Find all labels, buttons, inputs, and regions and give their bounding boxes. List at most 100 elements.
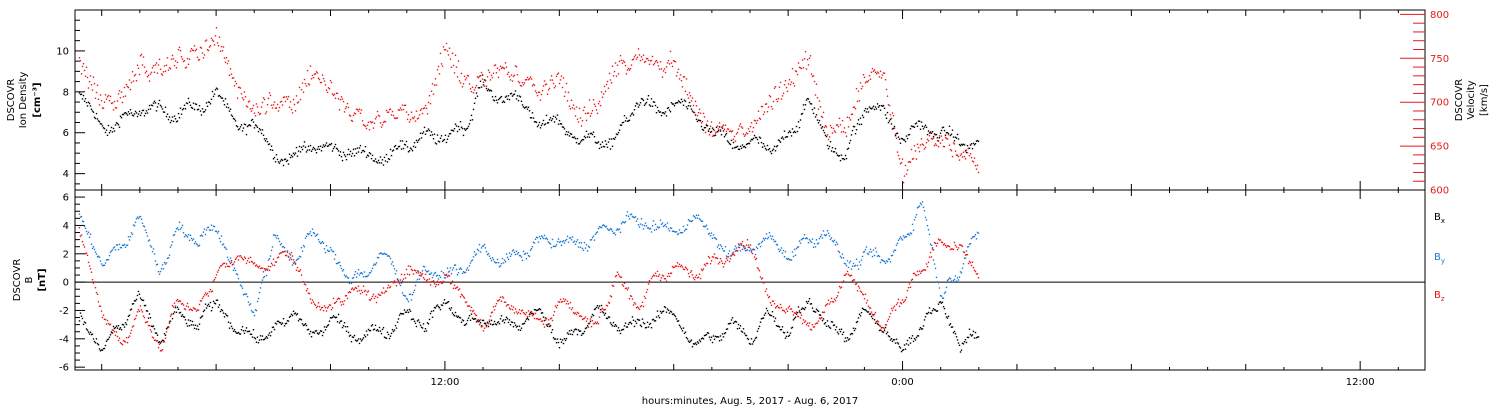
data-point-bz: [363, 290, 366, 293]
data-point-bx: [597, 307, 600, 309]
data-point-ion-density: [192, 102, 195, 104]
data-point-ion-density: [168, 116, 171, 118]
data-point-ion-density: [627, 120, 630, 122]
data-point-bz: [281, 251, 284, 253]
data-point-velocity: [130, 81, 133, 84]
data-point-ion-density: [490, 90, 493, 92]
data-point-bx: [661, 311, 664, 313]
data-point-bx: [215, 299, 218, 301]
data-point-by: [221, 244, 224, 246]
data-point-velocity: [96, 84, 99, 86]
data-point-ion-density: [655, 112, 658, 114]
data-point-ion-density: [297, 150, 300, 152]
data-point-ion-density: [844, 154, 847, 157]
data-point-ion-density: [658, 111, 661, 113]
data-point-by: [198, 244, 201, 247]
data-point-bx: [239, 333, 242, 335]
data-point-velocity: [837, 125, 840, 128]
data-point-bx: [893, 339, 896, 341]
data-point-bx: [317, 333, 320, 335]
data-point-bx: [479, 322, 482, 324]
data-point-velocity: [870, 71, 873, 73]
data-point-ion-density: [802, 104, 805, 106]
data-point-bz: [795, 311, 798, 313]
right-y-tick-label: 750: [1430, 54, 1449, 65]
data-point-bx: [791, 326, 794, 329]
data-point-ion-density: [285, 160, 288, 163]
data-point-ion-density: [392, 149, 395, 151]
data-point-bx: [931, 309, 934, 312]
data-point-bx: [528, 313, 531, 315]
data-point-bx: [607, 316, 610, 318]
data-point-bz: [131, 326, 134, 328]
data-point-bx: [394, 324, 397, 327]
data-point-velocity: [82, 63, 85, 65]
data-point-bz: [749, 244, 752, 246]
data-point-bx: [86, 329, 89, 331]
data-point-ion-density: [277, 161, 280, 163]
data-point-by: [286, 250, 289, 252]
data-point-velocity: [765, 103, 768, 105]
data-point-bx: [939, 301, 942, 303]
data-point-bz: [529, 313, 532, 315]
data-point-ion-density: [843, 158, 846, 161]
data-point-by: [689, 220, 692, 222]
data-point-bx: [595, 306, 598, 309]
data-point-bx: [575, 328, 578, 331]
data-point-ion-density: [519, 96, 522, 98]
data-point-bx: [835, 326, 838, 328]
data-point-bz: [970, 264, 973, 267]
data-point-bz: [869, 307, 872, 309]
data-point-bx: [574, 328, 577, 330]
data-point-bz: [332, 297, 335, 300]
data-point-bx: [834, 329, 837, 331]
data-point-bx: [883, 329, 886, 332]
data-point-velocity: [759, 118, 762, 120]
data-point-bx: [630, 323, 633, 325]
data-point-by: [826, 230, 829, 232]
data-point-bx: [476, 319, 479, 322]
data-point-velocity: [151, 67, 154, 69]
data-point-by: [728, 250, 731, 252]
data-point-ion-density: [353, 155, 356, 157]
data-point-ion-density: [868, 106, 871, 108]
data-point-ion-density: [95, 112, 98, 115]
data-point-ion-density: [209, 103, 212, 105]
data-point-ion-density: [976, 139, 979, 142]
data-point-velocity: [481, 78, 484, 80]
data-point-bx: [111, 332, 114, 334]
data-point-ion-density: [935, 133, 938, 136]
data-point-bz: [353, 288, 356, 290]
data-point-velocity: [302, 91, 305, 93]
data-point-bz: [160, 350, 163, 352]
data-point-velocity: [161, 74, 164, 76]
data-point-ion-density: [759, 137, 762, 139]
data-point-ion-density: [823, 132, 826, 134]
data-point-by: [692, 215, 695, 217]
data-point-by: [940, 295, 943, 297]
data-point-bx: [461, 319, 464, 321]
data-point-velocity: [590, 112, 593, 115]
data-point-by: [776, 244, 779, 246]
data-point-ion-density: [567, 131, 570, 133]
data-point-bx: [745, 334, 748, 337]
data-point-bx: [613, 325, 616, 327]
data-point-by: [240, 285, 243, 287]
data-point-velocity: [754, 120, 757, 122]
data-point-bx: [235, 332, 238, 334]
data-point-bx: [418, 321, 421, 324]
data-point-velocity: [185, 66, 188, 69]
data-point-by: [486, 253, 489, 256]
data-point-velocity: [282, 96, 285, 99]
data-point-bz: [328, 304, 331, 306]
data-point-bz: [169, 315, 172, 317]
data-point-by: [481, 245, 484, 247]
data-point-ion-density: [122, 113, 125, 116]
data-point-ion-density: [914, 123, 917, 125]
data-point-by: [926, 224, 929, 227]
data-point-ion-density: [336, 148, 339, 150]
data-point-bx: [481, 319, 484, 322]
data-point-bz: [276, 257, 279, 259]
data-point-velocity: [250, 110, 253, 112]
data-point-ion-density: [120, 117, 123, 119]
